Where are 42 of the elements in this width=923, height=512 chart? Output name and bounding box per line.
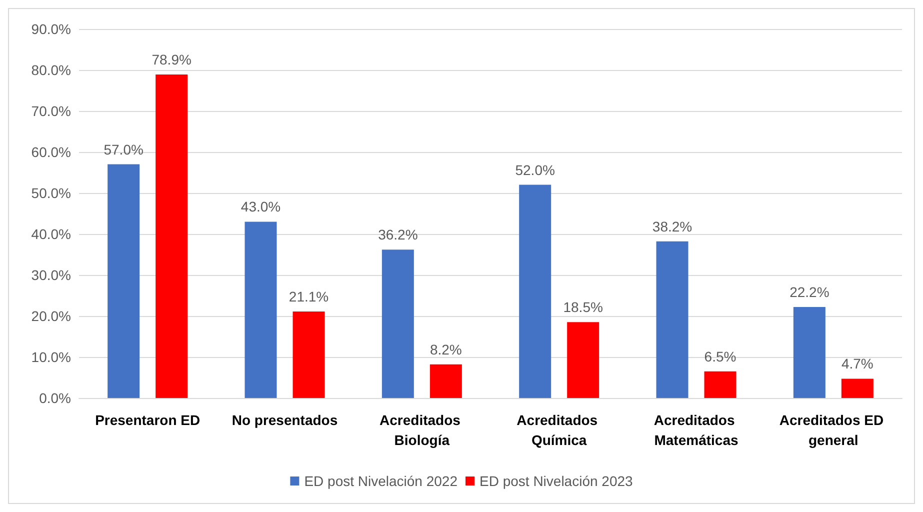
y-tick-label: 70.0%	[31, 103, 71, 119]
legend-label: ED post Nivelación 2022	[304, 473, 458, 489]
bar	[430, 364, 462, 398]
bar	[567, 322, 600, 398]
y-tick-label: 30.0%	[31, 267, 71, 283]
y-tick-label: 20.0%	[31, 308, 71, 324]
bar	[108, 164, 140, 398]
x-tick-label: Acreditados Matemáticas	[654, 412, 739, 448]
data-label: 78.9%	[152, 52, 192, 68]
bar	[793, 306, 826, 398]
data-label: 36.2%	[378, 226, 418, 243]
data-label: 43.0%	[240, 198, 281, 215]
y-tick-label: 60.0%	[31, 144, 71, 160]
data-label: 52.0%	[515, 162, 555, 178]
legend-label: ED post Nivelación 2023	[480, 473, 634, 489]
bar	[656, 241, 688, 398]
bar	[244, 222, 277, 398]
y-tick-label: 80.0%	[31, 62, 71, 78]
data-label: 8.2%	[430, 341, 462, 358]
data-label: 57.0%	[104, 141, 144, 158]
bar	[292, 311, 325, 398]
y-tick-label: 10.0%	[31, 349, 71, 365]
y-tick-label: 0.0%	[39, 390, 71, 406]
y-tick-label: 90.0%	[31, 21, 71, 37]
x-tick-label: Presentaron ED	[95, 412, 200, 428]
bar	[519, 184, 552, 398]
y-tick-label: 40.0%	[31, 226, 71, 242]
data-label: 18.5%	[563, 299, 603, 316]
bar	[704, 371, 736, 398]
bar	[156, 74, 188, 398]
x-tick-label: No presentados	[232, 412, 338, 428]
data-label: 4.7%	[841, 356, 874, 372]
x-tick-label: Acreditados Química	[516, 412, 602, 448]
x-tick-label: Acreditados ED general	[779, 412, 888, 448]
data-label: 21.1%	[288, 288, 329, 304]
y-tick-label: 50.0%	[31, 185, 71, 201]
data-label: 38.2%	[652, 218, 692, 234]
bar	[382, 250, 414, 398]
data-label: 6.5%	[704, 348, 736, 364]
x-tick-label: Acreditados Biología	[380, 412, 464, 448]
data-label: 22.2%	[790, 284, 830, 300]
bar	[841, 378, 874, 398]
